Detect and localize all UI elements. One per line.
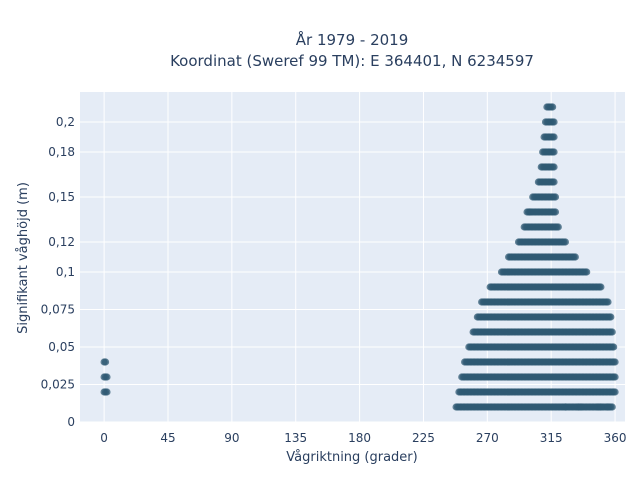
- data-point: [101, 358, 110, 366]
- x-tick-label: 360: [604, 431, 627, 445]
- data-point: [550, 118, 558, 126]
- data-point: [103, 373, 111, 381]
- data-point: [103, 388, 111, 396]
- y-tick-label: 0,18: [48, 145, 75, 159]
- chart-title: År 1979 - 2019: [296, 30, 409, 49]
- data-point: [554, 223, 562, 231]
- data-point: [608, 328, 616, 336]
- tick-labels: 0 45 90 135 180 225 270 315 360 0 0,025 0,05 0,075 0,…: [41, 115, 627, 445]
- data-points: [100, 103, 619, 411]
- y-tick-label: 0: [67, 415, 75, 429]
- x-axis-title: Vågriktning (grader): [286, 450, 417, 465]
- data-point: [549, 103, 557, 111]
- data-point: [577, 403, 585, 411]
- data-point: [550, 178, 558, 186]
- x-tick-label: 90: [224, 431, 239, 445]
- x-tick-label: 270: [476, 431, 499, 445]
- data-point: [550, 133, 558, 141]
- x-tick-label: 315: [540, 431, 563, 445]
- data-point: [551, 208, 560, 216]
- data-point: [529, 193, 537, 201]
- data-point: [550, 163, 558, 171]
- data-point: [561, 238, 569, 246]
- data-point: [607, 313, 615, 321]
- data-point: [526, 208, 534, 216]
- x-tick-label: 45: [160, 431, 175, 445]
- grid-lines: [80, 92, 625, 423]
- data-point: [550, 148, 558, 156]
- y-tick-label: 0,05: [48, 340, 75, 354]
- y-tick-label: 0,15: [48, 190, 75, 204]
- data-point: [604, 403, 612, 411]
- x-tick-label: 135: [284, 431, 307, 445]
- data-point: [597, 403, 605, 411]
- data-point: [610, 343, 618, 351]
- y-tick-label: 0,1: [56, 265, 75, 279]
- data-point: [604, 298, 612, 306]
- y-tick-label: 0,075: [41, 303, 75, 317]
- data-point: [597, 283, 605, 291]
- y-tick-label: 0,2: [56, 115, 75, 129]
- y-tick-label: 0,025: [41, 378, 75, 392]
- data-point: [611, 358, 619, 366]
- data-point: [561, 403, 569, 411]
- x-tick-label: 0: [100, 431, 108, 445]
- chart-subtitle: Koordinat (Sweref 99 TM): E 364401, N 62…: [170, 52, 534, 70]
- y-tick-label: 0,12: [48, 235, 75, 249]
- data-point: [611, 388, 619, 396]
- data-point: [611, 373, 619, 381]
- data-point: [583, 268, 591, 276]
- x-tick-label: 225: [412, 431, 435, 445]
- x-tick-label: 180: [348, 431, 371, 445]
- data-point: [551, 193, 560, 201]
- data-point: [571, 253, 579, 261]
- y-axis-title: Signifikant våghöjd (m): [16, 182, 31, 334]
